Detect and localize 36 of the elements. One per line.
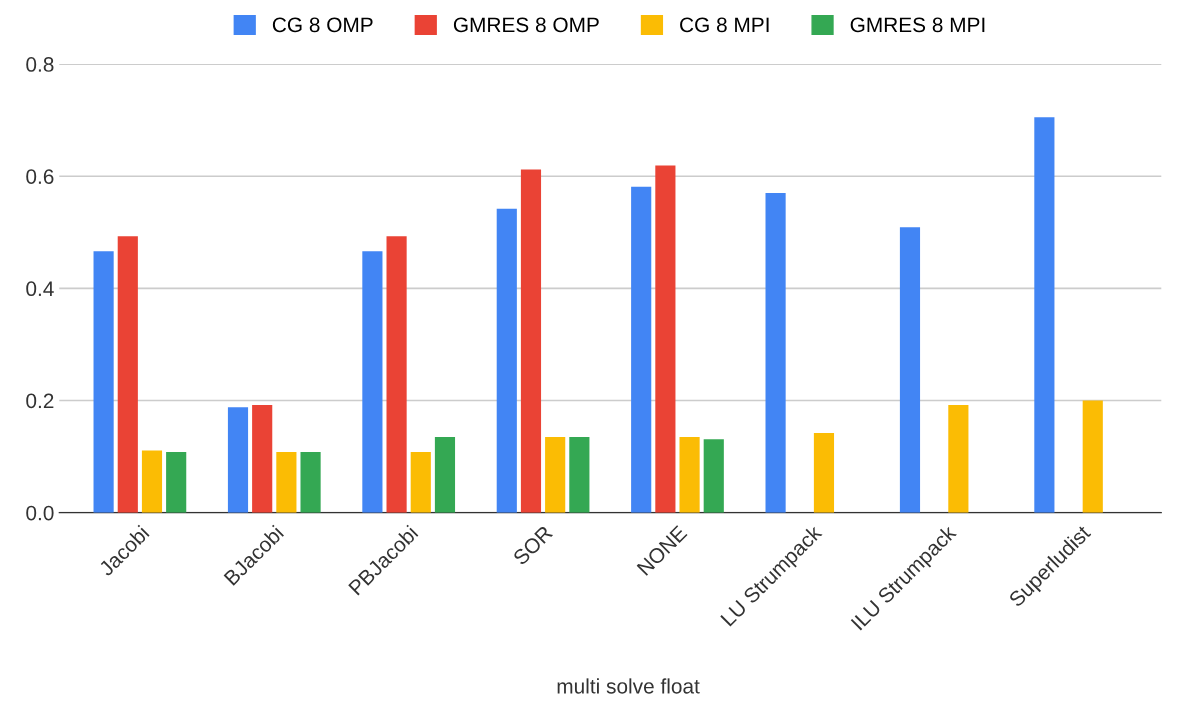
bar	[227, 407, 249, 513]
bar	[703, 439, 724, 513]
bar	[141, 450, 163, 513]
y-tick-label: 0.6	[26, 169, 54, 184]
bar	[362, 251, 383, 513]
bar	[765, 193, 786, 513]
bar	[631, 186, 652, 513]
y-tick-label: 0.8	[26, 57, 54, 72]
bar	[93, 251, 114, 513]
bar	[300, 452, 321, 513]
bar	[1034, 117, 1055, 513]
y-tick-label: 0.2	[26, 393, 54, 409]
legend-label: GMRES 8 OMP	[453, 17, 599, 33]
y-tick-label: 0.0	[26, 505, 54, 521]
bar	[569, 436, 590, 513]
bar	[545, 436, 566, 513]
bar	[410, 452, 431, 513]
bar	[655, 165, 676, 513]
x-axis-title: multi solve float	[557, 678, 700, 694]
legend-label: CG 8 OMP	[272, 17, 373, 33]
legend-label: GMRES 8 MPI	[850, 17, 985, 33]
y-tick-label: 0.4	[26, 281, 54, 297]
legend-label: CG 8 MPI	[680, 17, 769, 33]
bar	[117, 236, 138, 513]
bar	[679, 436, 700, 513]
bar	[520, 169, 542, 513]
bar	[1082, 400, 1103, 513]
bar	[948, 404, 969, 513]
bar	[252, 404, 273, 513]
bar	[166, 452, 187, 513]
bar	[899, 227, 921, 513]
bar	[496, 208, 517, 513]
bar	[434, 436, 456, 513]
bar	[386, 236, 407, 513]
bar	[813, 433, 835, 513]
bar	[276, 452, 297, 513]
